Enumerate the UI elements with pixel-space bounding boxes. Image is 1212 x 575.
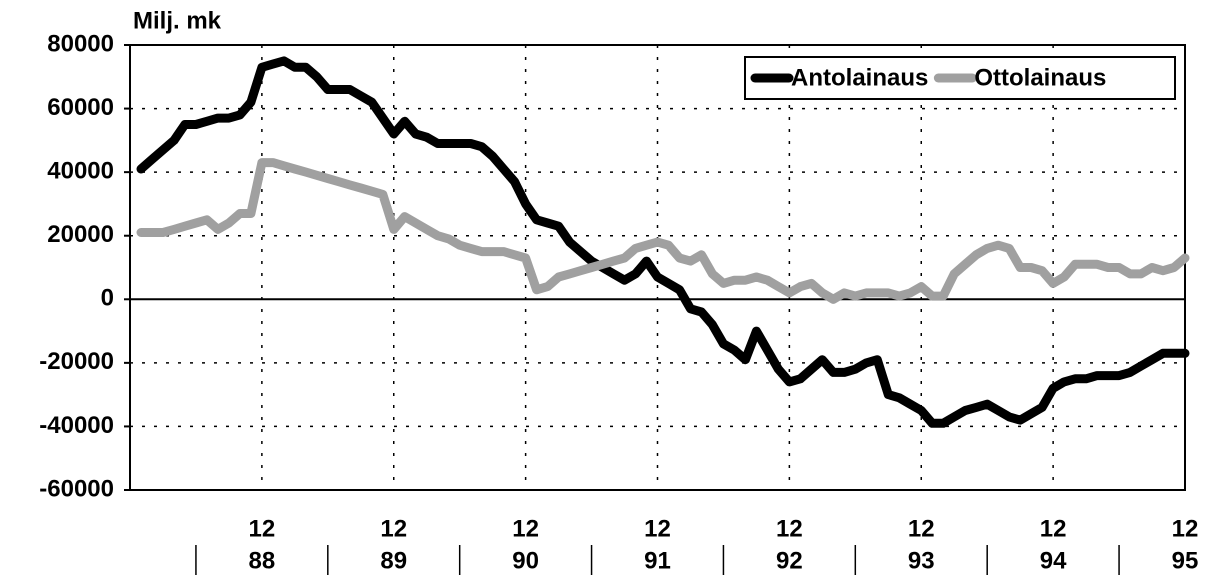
y-axis-label: Milj. mk [133, 7, 222, 34]
x-tick-label: 12 [1172, 515, 1199, 542]
x-tick-label: 12 [908, 515, 935, 542]
y-tick-label: 60000 [47, 94, 114, 121]
y-tick-label: 80000 [47, 30, 114, 57]
year-label: 88 [249, 547, 276, 574]
year-label: 89 [380, 547, 407, 574]
y-tick-label: -40000 [39, 412, 114, 439]
legend-label: Ottolainaus [974, 64, 1106, 91]
y-tick-label: 40000 [47, 157, 114, 184]
y-tick-label: -20000 [39, 348, 114, 375]
series-line [136, 158, 1190, 304]
y-tick-label: 0 [101, 285, 114, 312]
year-label: 90 [512, 547, 539, 574]
x-tick-label: 12 [1040, 515, 1067, 542]
series-line [136, 56, 1190, 428]
legend: Antolainaus Ottolainaus [744, 56, 1176, 100]
year-label: 93 [908, 547, 935, 574]
year-label: 92 [776, 547, 803, 574]
x-tick-label: 12 [380, 515, 407, 542]
x-tick-label: 12 [776, 515, 803, 542]
year-label: 91 [644, 547, 671, 574]
y-tick-label: 20000 [47, 221, 114, 248]
legend-label: Antolainaus [791, 64, 928, 91]
x-tick-label: 12 [644, 515, 671, 542]
year-label: 95 [1172, 547, 1199, 574]
x-tick-label: 12 [249, 515, 276, 542]
y-tick-label: -60000 [39, 475, 114, 502]
year-label: 94 [1040, 547, 1067, 574]
x-tick-label: 12 [512, 515, 539, 542]
